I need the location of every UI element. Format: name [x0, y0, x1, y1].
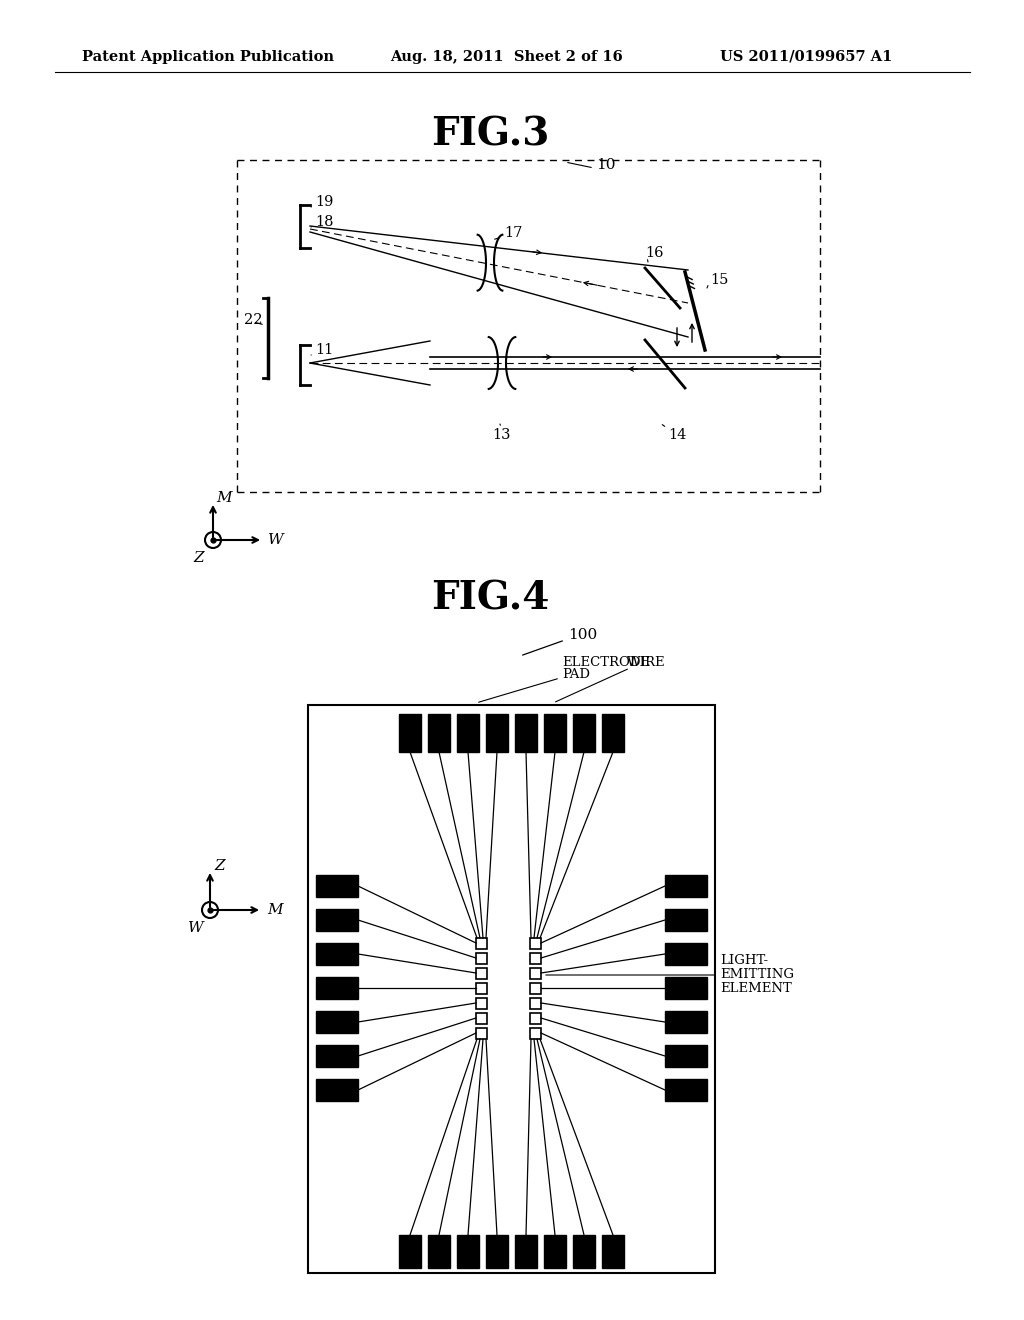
Bar — [457, 1236, 479, 1269]
Text: 22: 22 — [244, 313, 262, 327]
Bar — [515, 714, 537, 752]
Bar — [486, 714, 508, 752]
Bar — [665, 977, 707, 999]
Bar — [602, 714, 624, 752]
Text: 19: 19 — [315, 195, 334, 209]
Bar — [476, 968, 487, 979]
Text: Z: Z — [214, 859, 224, 873]
Bar — [476, 998, 487, 1008]
Text: 16: 16 — [645, 246, 664, 260]
Text: US 2011/0199657 A1: US 2011/0199657 A1 — [720, 50, 892, 63]
Bar — [457, 714, 479, 752]
Bar — [316, 1045, 358, 1067]
Bar — [476, 1012, 487, 1024]
Bar — [602, 1236, 624, 1269]
Bar — [544, 714, 566, 752]
Bar — [316, 942, 358, 965]
Bar — [399, 714, 421, 752]
Text: 11: 11 — [315, 343, 333, 356]
Bar — [530, 998, 541, 1008]
Bar — [308, 705, 715, 1272]
Text: EMITTING: EMITTING — [720, 968, 794, 981]
Text: 14: 14 — [668, 428, 686, 442]
Text: WIRE: WIRE — [627, 656, 666, 668]
Text: PAD: PAD — [562, 668, 590, 681]
Text: W: W — [268, 533, 284, 546]
Text: M: M — [267, 903, 283, 917]
Bar — [399, 1236, 421, 1269]
Bar — [665, 875, 707, 898]
Text: ELEMENT: ELEMENT — [720, 982, 792, 994]
Text: 100: 100 — [568, 628, 597, 642]
Bar — [530, 1028, 541, 1039]
Bar — [476, 1028, 487, 1039]
Bar — [316, 875, 358, 898]
Bar — [530, 1012, 541, 1024]
Bar — [530, 939, 541, 949]
Bar — [316, 1011, 358, 1034]
Text: 18: 18 — [315, 215, 334, 228]
Bar — [428, 1236, 450, 1269]
Text: FIG.4: FIG.4 — [431, 579, 549, 616]
Text: 15: 15 — [710, 273, 728, 286]
Bar — [476, 939, 487, 949]
Bar — [476, 983, 487, 994]
Bar — [573, 1236, 595, 1269]
Bar — [515, 1236, 537, 1269]
Text: 13: 13 — [493, 428, 511, 442]
Text: 17: 17 — [504, 226, 522, 240]
Text: FIG.3: FIG.3 — [431, 116, 549, 154]
Bar — [316, 977, 358, 999]
Bar — [530, 953, 541, 964]
Bar — [316, 1078, 358, 1101]
Bar — [530, 983, 541, 994]
Bar — [530, 968, 541, 979]
Text: Aug. 18, 2011  Sheet 2 of 16: Aug. 18, 2011 Sheet 2 of 16 — [390, 50, 623, 63]
Bar — [665, 909, 707, 931]
Text: M: M — [216, 491, 231, 506]
Text: W: W — [188, 921, 204, 935]
Text: Patent Application Publication: Patent Application Publication — [82, 50, 334, 63]
Bar — [428, 714, 450, 752]
Bar — [665, 1045, 707, 1067]
Bar — [544, 1236, 566, 1269]
Text: 10: 10 — [596, 158, 615, 172]
Bar — [665, 1011, 707, 1034]
Bar — [573, 714, 595, 752]
Bar — [665, 942, 707, 965]
Text: LIGHT-: LIGHT- — [720, 953, 768, 966]
Text: ELECTRODE: ELECTRODE — [562, 656, 650, 668]
Text: Z: Z — [193, 550, 204, 565]
Bar — [476, 953, 487, 964]
Bar — [665, 1078, 707, 1101]
Bar — [486, 1236, 508, 1269]
Bar — [316, 909, 358, 931]
